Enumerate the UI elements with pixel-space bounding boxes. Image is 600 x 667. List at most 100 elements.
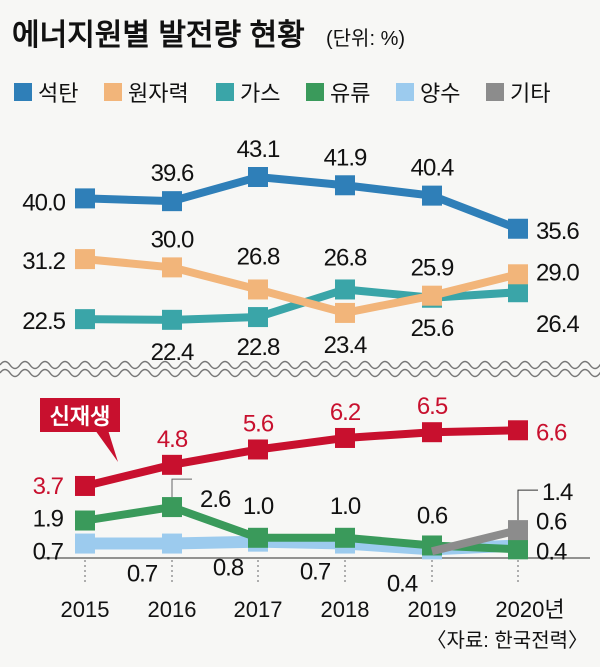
legend-swatch bbox=[14, 83, 32, 101]
x-tick-label: 2015 bbox=[61, 597, 110, 622]
data-point-가스 bbox=[335, 279, 355, 300]
data-point-가스 bbox=[508, 282, 528, 303]
data-point-원자력 bbox=[508, 264, 528, 285]
callout-label: 신재생 bbox=[50, 404, 111, 429]
data-label: 0.8 bbox=[213, 555, 244, 582]
legend-label: 유류 bbox=[330, 81, 370, 106]
data-label: 35.6 bbox=[536, 218, 579, 245]
data-label: 6.2 bbox=[330, 399, 361, 426]
data-label: 1.4 bbox=[542, 479, 573, 506]
data-point-석탄 bbox=[75, 188, 95, 209]
legend-swatch bbox=[104, 83, 122, 101]
data-point-원자력 bbox=[75, 249, 95, 270]
data-point-석탄 bbox=[508, 218, 528, 239]
data-label: 22.4 bbox=[151, 339, 194, 366]
data-label: 40.0 bbox=[22, 189, 65, 216]
data-label: 25.6 bbox=[411, 315, 454, 342]
leader-line bbox=[171, 478, 192, 498]
unit-label: (단위: %) bbox=[326, 27, 405, 50]
legend-label: 가스 bbox=[240, 81, 280, 106]
data-label: 0.6 bbox=[417, 502, 448, 529]
data-point-신재생 bbox=[335, 427, 355, 448]
chart-title: 에너지원별 발전량 현황 bbox=[12, 19, 305, 52]
callout-pointer bbox=[95, 430, 118, 462]
data-point-양수 bbox=[162, 533, 182, 554]
data-label: 1.0 bbox=[330, 493, 361, 520]
data-label: 26.8 bbox=[324, 244, 367, 271]
data-label: 31.2 bbox=[22, 248, 65, 275]
callout-box bbox=[40, 398, 120, 432]
legend-swatch bbox=[306, 83, 324, 101]
data-label: 0.4 bbox=[387, 570, 418, 597]
data-label: 22.8 bbox=[237, 334, 280, 361]
data-point-유류 bbox=[248, 527, 268, 548]
data-point-신재생 bbox=[75, 475, 95, 496]
data-label: 39.6 bbox=[151, 160, 194, 187]
source-label: 〈자료: 한국전력〉 bbox=[426, 629, 588, 652]
data-label: 0.6 bbox=[536, 508, 567, 535]
data-point-가스 bbox=[162, 309, 182, 330]
data-label: 0.7 bbox=[127, 561, 158, 588]
data-point-신재생 bbox=[508, 420, 528, 441]
data-label: 26.8 bbox=[237, 243, 280, 270]
data-point-원자력 bbox=[422, 285, 442, 306]
x-tick-label: 2016 bbox=[148, 597, 197, 622]
data-point-가스 bbox=[248, 307, 268, 328]
data-label: 5.6 bbox=[243, 410, 274, 437]
data-point-유류 bbox=[162, 497, 182, 518]
data-point-유류 bbox=[335, 527, 355, 548]
data-label: 41.9 bbox=[324, 144, 367, 171]
data-label: 4.8 bbox=[157, 426, 188, 453]
legend-swatch bbox=[216, 83, 234, 101]
series-line-석탄 bbox=[84, 172, 520, 233]
data-label: 43.1 bbox=[237, 136, 280, 163]
x-tick-label: 2020년 bbox=[495, 597, 564, 622]
series-line-기타 bbox=[431, 526, 519, 556]
data-point-원자력 bbox=[335, 302, 355, 323]
series-line-원자력 bbox=[84, 255, 519, 318]
x-tick-label: 2019 bbox=[408, 597, 457, 622]
x-tick-label: 2017 bbox=[234, 597, 283, 622]
axis-break-line bbox=[0, 360, 600, 370]
data-label: 6.6 bbox=[536, 419, 567, 446]
x-tick-label: 2018 bbox=[321, 597, 370, 622]
legend-swatch bbox=[486, 83, 504, 101]
data-point-석탄 bbox=[422, 185, 442, 206]
data-point-유류 bbox=[75, 510, 95, 531]
data-point-석탄 bbox=[162, 191, 182, 212]
data-point-원자력 bbox=[248, 279, 268, 300]
data-label: 0.7 bbox=[300, 559, 331, 586]
data-label: 0.4 bbox=[536, 538, 567, 565]
data-point-기타 bbox=[508, 520, 528, 541]
leader-line bbox=[517, 489, 538, 521]
data-label: 26.4 bbox=[536, 311, 579, 338]
legend-label: 기타 bbox=[510, 81, 550, 106]
axis-break-line bbox=[0, 368, 600, 378]
series-line-신재생 bbox=[84, 426, 519, 490]
data-point-원자력 bbox=[162, 257, 182, 278]
data-label: 22.5 bbox=[22, 308, 65, 335]
legend-label: 양수 bbox=[420, 81, 460, 106]
data-label: 29.0 bbox=[536, 259, 579, 286]
data-label: 40.4 bbox=[411, 155, 454, 182]
legend-swatch bbox=[396, 83, 414, 101]
data-label: 6.5 bbox=[417, 393, 448, 420]
data-point-가스 bbox=[75, 309, 95, 330]
data-label: 0.7 bbox=[33, 539, 64, 566]
data-point-유류 bbox=[508, 539, 528, 560]
data-label: 2.6 bbox=[200, 486, 231, 513]
data-label: 23.4 bbox=[324, 332, 367, 359]
legend-label: 석탄 bbox=[38, 81, 78, 106]
data-label: 1.9 bbox=[33, 506, 64, 533]
data-point-신재생 bbox=[422, 422, 442, 443]
legend-label: 원자력 bbox=[128, 81, 189, 106]
data-label: 25.9 bbox=[411, 255, 454, 282]
data-label: 1.0 bbox=[243, 493, 274, 520]
data-point-양수 bbox=[75, 533, 95, 554]
data-point-석탄 bbox=[248, 167, 268, 187]
data-label: 30.0 bbox=[151, 226, 194, 253]
data-point-신재생 bbox=[162, 454, 182, 475]
data-point-석탄 bbox=[335, 175, 355, 196]
